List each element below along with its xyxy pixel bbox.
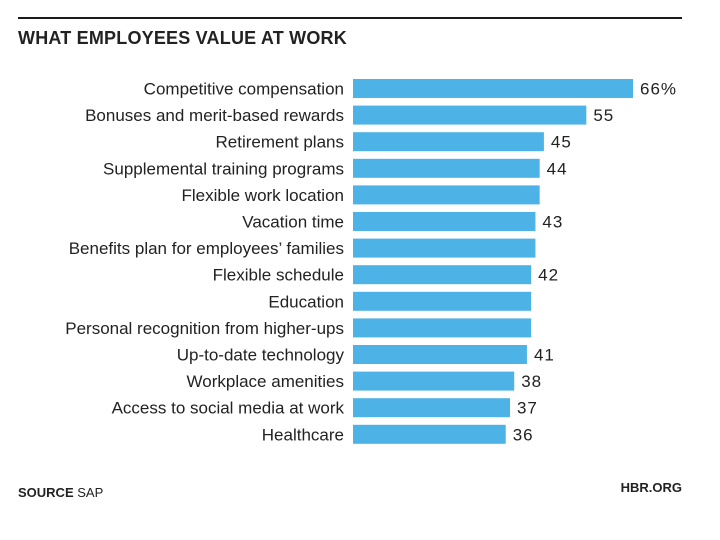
category-label-5: Flexible work location bbox=[181, 186, 344, 205]
bar-6 bbox=[353, 212, 536, 231]
brand-label: HBR.ORG bbox=[620, 480, 682, 495]
value-label-4: 44 bbox=[547, 159, 568, 178]
bar-11 bbox=[353, 345, 527, 364]
source-value: SAP bbox=[77, 485, 104, 500]
bar-3 bbox=[353, 132, 544, 152]
bar-13 bbox=[353, 398, 510, 418]
chart-title: WHAT EMPLOYEES VALUE AT WORK bbox=[18, 28, 347, 48]
value-label-14: 36 bbox=[513, 425, 534, 444]
value-label-11: 41 bbox=[534, 346, 555, 365]
category-label-12: Workplace amenities bbox=[187, 372, 344, 391]
bar-10 bbox=[353, 318, 532, 338]
bar-1 bbox=[353, 79, 633, 98]
bar-7 bbox=[353, 238, 536, 258]
bar-5 bbox=[353, 185, 540, 205]
bar-8 bbox=[353, 265, 532, 285]
value-label-3: 45 bbox=[551, 133, 572, 152]
bar-2 bbox=[353, 105, 587, 125]
source-note: SOURCE SAP bbox=[18, 485, 103, 500]
category-label-6: Vacation time bbox=[242, 213, 344, 232]
category-label-11: Up-to-date technology bbox=[177, 346, 345, 365]
category-label-7: Benefits plan for employees’ families bbox=[69, 239, 344, 258]
bar-4 bbox=[353, 158, 540, 178]
value-label-13: 37 bbox=[517, 399, 538, 418]
category-label-3: Retirement plans bbox=[215, 133, 344, 152]
category-label-8: Flexible schedule bbox=[213, 266, 344, 285]
category-label-14: Healthcare bbox=[262, 425, 344, 444]
bar-9 bbox=[353, 291, 532, 311]
value-label-8: 42 bbox=[538, 266, 559, 285]
category-label-4: Supplemental training programs bbox=[103, 159, 344, 178]
category-label-9: Education bbox=[268, 292, 344, 311]
top-rule bbox=[18, 17, 682, 19]
bar-12 bbox=[353, 371, 515, 391]
category-label-10: Personal recognition from higher-ups bbox=[65, 319, 344, 338]
category-label-1: Competitive compensation bbox=[144, 80, 344, 99]
bar-14 bbox=[353, 424, 506, 444]
source-label: SOURCE bbox=[18, 485, 74, 500]
category-label-2: Bonuses and merit-based rewards bbox=[85, 106, 344, 125]
value-label-6: 43 bbox=[542, 213, 563, 232]
value-label-1: 66% bbox=[640, 80, 677, 99]
value-label-12: 38 bbox=[521, 372, 542, 391]
value-label-2: 55 bbox=[593, 106, 614, 125]
category-label-13: Access to social media at work bbox=[112, 399, 345, 418]
